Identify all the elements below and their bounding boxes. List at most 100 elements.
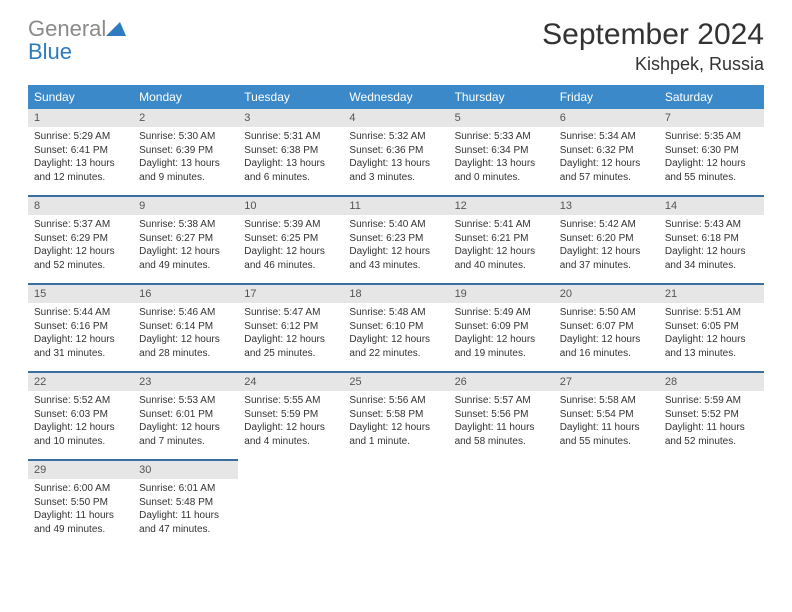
day-number: 24 xyxy=(238,373,343,391)
calendar-day-cell: 23Sunrise: 5:53 AMSunset: 6:01 PMDayligh… xyxy=(133,372,238,460)
day-number: 11 xyxy=(343,197,448,215)
daylight-text-1: Daylight: 12 hours xyxy=(139,245,232,259)
daylight-text-2: and 55 minutes. xyxy=(560,435,653,449)
calendar-day-cell: 18Sunrise: 5:48 AMSunset: 6:10 PMDayligh… xyxy=(343,284,448,372)
daylight-text-2: and 47 minutes. xyxy=(139,523,232,537)
day-details: Sunrise: 5:32 AMSunset: 6:36 PMDaylight:… xyxy=(343,127,448,188)
calendar-day-cell: 16Sunrise: 5:46 AMSunset: 6:14 PMDayligh… xyxy=(133,284,238,372)
day-details: Sunrise: 5:41 AMSunset: 6:21 PMDaylight:… xyxy=(449,215,554,276)
day-details: Sunrise: 5:40 AMSunset: 6:23 PMDaylight:… xyxy=(343,215,448,276)
calendar-day-cell: 9Sunrise: 5:38 AMSunset: 6:27 PMDaylight… xyxy=(133,196,238,284)
calendar-day-cell: 14Sunrise: 5:43 AMSunset: 6:18 PMDayligh… xyxy=(659,196,764,284)
daylight-text-1: Daylight: 12 hours xyxy=(244,245,337,259)
sunrise-text: Sunrise: 5:34 AM xyxy=(560,130,653,144)
sunrise-text: Sunrise: 5:50 AM xyxy=(560,306,653,320)
sunset-text: Sunset: 5:58 PM xyxy=(349,408,442,422)
daylight-text-2: and 34 minutes. xyxy=(665,259,758,273)
daylight-text-1: Daylight: 12 hours xyxy=(665,333,758,347)
day-details: Sunrise: 5:49 AMSunset: 6:09 PMDaylight:… xyxy=(449,303,554,364)
header: General Blue September 2024 Kishpek, Rus… xyxy=(28,18,764,75)
daylight-text-2: and 16 minutes. xyxy=(560,347,653,361)
day-number: 23 xyxy=(133,373,238,391)
day-number: 4 xyxy=(343,109,448,127)
calendar-day-cell: 27Sunrise: 5:58 AMSunset: 5:54 PMDayligh… xyxy=(554,372,659,460)
sunrise-text: Sunrise: 5:40 AM xyxy=(349,218,442,232)
day-details: Sunrise: 5:56 AMSunset: 5:58 PMDaylight:… xyxy=(343,391,448,452)
daylight-text-2: and 13 minutes. xyxy=(665,347,758,361)
day-details: Sunrise: 6:01 AMSunset: 5:48 PMDaylight:… xyxy=(133,479,238,540)
calendar-week-row: 8Sunrise: 5:37 AMSunset: 6:29 PMDaylight… xyxy=(28,196,764,284)
day-number: 6 xyxy=(554,109,659,127)
sunset-text: Sunset: 6:38 PM xyxy=(244,144,337,158)
daylight-text-2: and 9 minutes. xyxy=(139,171,232,185)
day-number: 14 xyxy=(659,197,764,215)
daylight-text-1: Daylight: 12 hours xyxy=(34,333,127,347)
calendar-day-cell: 11Sunrise: 5:40 AMSunset: 6:23 PMDayligh… xyxy=(343,196,448,284)
day-details: Sunrise: 5:29 AMSunset: 6:41 PMDaylight:… xyxy=(28,127,133,188)
day-number: 20 xyxy=(554,285,659,303)
sunrise-text: Sunrise: 5:33 AM xyxy=(455,130,548,144)
daylight-text-2: and 7 minutes. xyxy=(139,435,232,449)
calendar-day-cell: 30Sunrise: 6:01 AMSunset: 5:48 PMDayligh… xyxy=(133,460,238,547)
sunrise-text: Sunrise: 5:37 AM xyxy=(34,218,127,232)
day-details: Sunrise: 5:30 AMSunset: 6:39 PMDaylight:… xyxy=(133,127,238,188)
calendar-day-cell: 1Sunrise: 5:29 AMSunset: 6:41 PMDaylight… xyxy=(28,109,133,196)
sunset-text: Sunset: 6:09 PM xyxy=(455,320,548,334)
sunrise-text: Sunrise: 5:42 AM xyxy=(560,218,653,232)
title-block: September 2024 Kishpek, Russia xyxy=(542,18,764,75)
day-number: 13 xyxy=(554,197,659,215)
day-number: 22 xyxy=(28,373,133,391)
daylight-text-1: Daylight: 12 hours xyxy=(244,421,337,435)
daylight-text-2: and 43 minutes. xyxy=(349,259,442,273)
calendar-day-cell: 3Sunrise: 5:31 AMSunset: 6:38 PMDaylight… xyxy=(238,109,343,196)
calendar-day-cell: .. xyxy=(554,460,659,547)
sunset-text: Sunset: 6:01 PM xyxy=(139,408,232,422)
calendar-day-cell: .. xyxy=(449,460,554,547)
calendar-day-cell: 10Sunrise: 5:39 AMSunset: 6:25 PMDayligh… xyxy=(238,196,343,284)
sunrise-text: Sunrise: 5:56 AM xyxy=(349,394,442,408)
daylight-text-2: and 40 minutes. xyxy=(455,259,548,273)
daylight-text-1: Daylight: 12 hours xyxy=(349,421,442,435)
sunset-text: Sunset: 6:23 PM xyxy=(349,232,442,246)
weekday-header: Monday xyxy=(133,85,238,109)
sunset-text: Sunset: 6:10 PM xyxy=(349,320,442,334)
calendar-day-cell: 4Sunrise: 5:32 AMSunset: 6:36 PMDaylight… xyxy=(343,109,448,196)
daylight-text-1: Daylight: 11 hours xyxy=(560,421,653,435)
sunrise-text: Sunrise: 5:39 AM xyxy=(244,218,337,232)
daylight-text-2: and 57 minutes. xyxy=(560,171,653,185)
calendar-day-cell: 8Sunrise: 5:37 AMSunset: 6:29 PMDaylight… xyxy=(28,196,133,284)
day-number: 1 xyxy=(28,109,133,127)
daylight-text-1: Daylight: 13 hours xyxy=(455,157,548,171)
daylight-text-1: Daylight: 12 hours xyxy=(139,333,232,347)
daylight-text-1: Daylight: 12 hours xyxy=(139,421,232,435)
calendar-day-cell: .. xyxy=(238,460,343,547)
calendar-day-cell: 2Sunrise: 5:30 AMSunset: 6:39 PMDaylight… xyxy=(133,109,238,196)
daylight-text-1: Daylight: 11 hours xyxy=(34,509,127,523)
month-title: September 2024 xyxy=(542,18,764,52)
daylight-text-2: and 55 minutes. xyxy=(665,171,758,185)
day-details: Sunrise: 5:59 AMSunset: 5:52 PMDaylight:… xyxy=(659,391,764,452)
day-details: Sunrise: 5:57 AMSunset: 5:56 PMDaylight:… xyxy=(449,391,554,452)
daylight-text-2: and 46 minutes. xyxy=(244,259,337,273)
sunrise-text: Sunrise: 5:41 AM xyxy=(455,218,548,232)
day-details: Sunrise: 5:33 AMSunset: 6:34 PMDaylight:… xyxy=(449,127,554,188)
calendar-day-cell: 22Sunrise: 5:52 AMSunset: 6:03 PMDayligh… xyxy=(28,372,133,460)
day-details: Sunrise: 5:43 AMSunset: 6:18 PMDaylight:… xyxy=(659,215,764,276)
daylight-text-2: and 3 minutes. xyxy=(349,171,442,185)
logo-triangle-icon xyxy=(106,20,126,41)
day-details: Sunrise: 5:37 AMSunset: 6:29 PMDaylight:… xyxy=(28,215,133,276)
day-number: 7 xyxy=(659,109,764,127)
calendar-page: General Blue September 2024 Kishpek, Rus… xyxy=(0,0,792,565)
daylight-text-1: Daylight: 12 hours xyxy=(560,333,653,347)
day-number: 29 xyxy=(28,461,133,479)
logo-word1: General xyxy=(28,16,106,41)
calendar-week-row: 15Sunrise: 5:44 AMSunset: 6:16 PMDayligh… xyxy=(28,284,764,372)
day-number: 19 xyxy=(449,285,554,303)
day-details: Sunrise: 5:39 AMSunset: 6:25 PMDaylight:… xyxy=(238,215,343,276)
calendar-day-cell: 26Sunrise: 5:57 AMSunset: 5:56 PMDayligh… xyxy=(449,372,554,460)
daylight-text-1: Daylight: 12 hours xyxy=(560,157,653,171)
daylight-text-2: and 19 minutes. xyxy=(455,347,548,361)
calendar-week-row: 29Sunrise: 6:00 AMSunset: 5:50 PMDayligh… xyxy=(28,460,764,547)
sunset-text: Sunset: 6:41 PM xyxy=(34,144,127,158)
sunset-text: Sunset: 6:27 PM xyxy=(139,232,232,246)
